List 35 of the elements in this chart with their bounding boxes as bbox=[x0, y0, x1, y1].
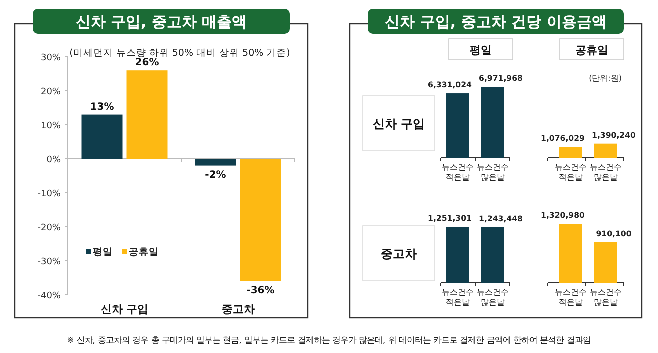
x-tick-label: 뉴스건수 적은날 bbox=[442, 163, 474, 182]
y-tick-label: -20% bbox=[38, 224, 62, 234]
x-tick-label: 뉴스건수 적은날 bbox=[555, 288, 587, 307]
text: 신차 구입 bbox=[372, 117, 426, 131]
data-label: 26% bbox=[135, 58, 160, 69]
y-tick-label: 10% bbox=[40, 122, 62, 132]
data-label: -36% bbox=[246, 285, 275, 296]
bar bbox=[126, 70, 168, 159]
data-label: 13% bbox=[90, 102, 114, 113]
legend-label: 평일 bbox=[93, 247, 113, 258]
y-tick-label: 30% bbox=[40, 54, 62, 64]
bar bbox=[240, 159, 282, 282]
text: (단위:원) bbox=[589, 74, 622, 83]
y-tick-label: -30% bbox=[38, 258, 62, 268]
y-tick-label: 20% bbox=[40, 88, 62, 98]
chart-title: 신차 구입, 중고차 매출액 bbox=[76, 13, 248, 31]
x-tick-label: 뉴스건수 많은날 bbox=[477, 288, 509, 307]
data-label: -2% bbox=[205, 170, 226, 181]
y-tick-label: -10% bbox=[38, 190, 62, 200]
x-tick-label: 뉴스건수 많은날 bbox=[590, 163, 622, 182]
x-tick-label: 뉴스건수 많은날 bbox=[477, 163, 509, 182]
text: 평일 bbox=[470, 44, 492, 57]
text: ※ 신차, 중고차의 경우 총 구매가의 일부는 현금, 일부는 카드로 결제하는 경우가 많은데, 위 데이터는 카드로 결제한 금액에 한하여 분석한 결과임 bbox=[67, 335, 591, 345]
text: 중고차 bbox=[381, 247, 417, 261]
x-tick-label: 뉴스건수 많은날 bbox=[590, 288, 622, 307]
chart-subtitle: (미세먼지 뉴스량 하위 50% 대비 상위 50% 기준) bbox=[70, 48, 290, 59]
text: 공휴일 bbox=[576, 44, 608, 57]
x-tick-label: 뉴스건수 적은날 bbox=[555, 163, 587, 182]
text: 신차 구입, 중고차 건당 이용금액 bbox=[385, 13, 607, 31]
bar bbox=[82, 114, 123, 159]
y-tick-label: -40% bbox=[38, 292, 62, 302]
y-tick-label: 0% bbox=[46, 156, 62, 166]
legend-label: 공휴일 bbox=[129, 247, 159, 258]
bar bbox=[195, 159, 236, 166]
x-tick-label: 뉴스건수 적은날 bbox=[442, 288, 474, 307]
